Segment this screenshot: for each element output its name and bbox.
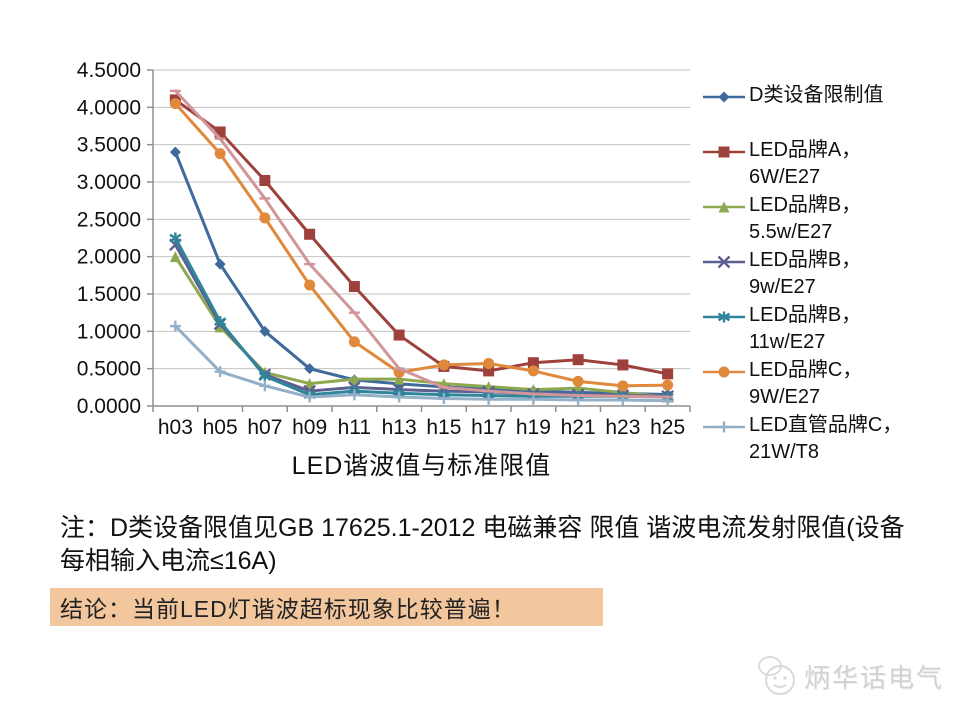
x-tick-label: h09 <box>292 416 327 439</box>
x-tick-label: h15 <box>426 416 461 439</box>
note-line-1: 注：D类设备限值见GB 17625.1-2012 电磁兼容 限值 谐波电流发射限… <box>60 514 905 542</box>
note-text: 注：D类设备限值见GB 17625.1-2012 电磁兼容 限值 谐波电流发射限… <box>60 512 920 578</box>
legend-marker-asterisk-icon <box>703 311 745 323</box>
x-tick-label: h13 <box>382 416 417 439</box>
legend-item-led-brand-b-11w-e27: LED品牌B， 11w/E27 <box>702 302 958 357</box>
watermark-logo-icon <box>758 656 795 695</box>
legend-label: LED直管品牌C， 21W/T8 <box>749 414 903 463</box>
chart-title: LED谐波值与标准限值 <box>291 452 552 480</box>
legend-label: LED品牌B， 5.5w/E27 <box>749 194 862 243</box>
note-line-2: 每相输入电流≤16A) <box>60 547 277 575</box>
y-tick-label: 2.0000 <box>77 246 141 269</box>
x-tick-label: h03 <box>158 416 193 439</box>
x-tick-label: h11 <box>338 416 371 439</box>
y-tick-label: 0.0000 <box>77 395 141 418</box>
series-led-brand-a-6w-e27 <box>169 94 674 380</box>
x-tick-label: h23 <box>605 416 640 439</box>
legend-marker-plus-icon <box>703 421 745 433</box>
y-tick-label: 3.0000 <box>77 171 141 194</box>
gridlines <box>153 69 690 407</box>
y-tick-label: 1.0000 <box>77 320 141 343</box>
legend-label: D类设备限制值 <box>749 84 884 106</box>
x-axis-labels: h03 h05 h07 h09 h11 h13 h15 h17 h19 h21 h23 h25 <box>158 416 685 439</box>
x-tick-label: h25 <box>650 416 685 439</box>
legend-marker-diamond-icon <box>703 91 745 103</box>
legend-item-led-brand-b-9w-e27: LED品牌B， 9w/E27 <box>702 247 958 302</box>
conclusion-banner: 结论：当前LED灯谐波超标现象比较普遍！ <box>50 588 603 626</box>
chart-legend: D类设备限制值 LED品牌A， 6W/E27 LED品牌B， 5.5w/E27 LED品牌… <box>702 82 958 467</box>
y-tick-label: 4.5000 <box>77 59 141 82</box>
legend-marker-triangle-icon <box>703 201 745 213</box>
conclusion-text: 结论：当前LED灯谐波超标现象比较普遍！ <box>60 596 516 622</box>
legend-label: LED品牌B， 9w/E27 <box>749 249 862 298</box>
legend-label: LED品牌C， 9W/E27 <box>749 359 863 408</box>
axes <box>147 69 691 412</box>
watermark-text: 炳华话电气 <box>804 662 945 693</box>
legend-item-led-brand-b-5p5w-e27: LED品牌B， 5.5w/E27 <box>702 192 958 247</box>
x-tick-label: h05 <box>203 416 238 439</box>
x-tick-label: h21 <box>561 416 596 439</box>
legend-marker-square-icon <box>703 146 745 158</box>
y-tick-label: 0.5000 <box>77 358 141 381</box>
legend-label: LED品牌A， 6W/E27 <box>749 139 862 188</box>
harmonics-line-chart: 0.0000 0.5000 1.0000 1.5000 2.0000 2.5000 3.00… <box>77 59 691 439</box>
y-tick-label: 3.5000 <box>77 134 141 157</box>
legend-marker-x-icon <box>703 255 745 269</box>
watermark: 炳华话电气 <box>752 650 944 702</box>
x-tick-label: h19 <box>516 416 551 439</box>
legend-marker-circle-icon <box>703 366 745 378</box>
y-tick-label: 4.0000 <box>77 96 141 119</box>
y-tick-label: 2.5000 <box>77 208 141 231</box>
x-tick-label: h17 <box>471 416 506 439</box>
series-series-8-pink-unlabeled <box>169 89 674 399</box>
legend-item-led-brand-c-9w-e27: LED品牌C， 9W/E27 <box>702 357 958 412</box>
legend-item-led-brand-a-6w-e27: LED品牌A， 6W/E27 <box>702 137 958 192</box>
series-led-brand-c-9w-e27 <box>169 98 674 392</box>
legend-item-d-class-limit: D类设备限制值 <box>702 82 958 137</box>
legend-label: LED品牌B， 11w/E27 <box>749 304 862 353</box>
y-tick-label: 1.5000 <box>77 283 141 306</box>
x-tick-label: h07 <box>247 416 282 439</box>
legend-item-led-tube-brand-c-21w-t8: LED直管品牌C， 21W/T8 <box>702 412 958 467</box>
y-axis-labels: 0.0000 0.5000 1.0000 1.5000 2.0000 2.5000 3.00… <box>77 59 141 418</box>
